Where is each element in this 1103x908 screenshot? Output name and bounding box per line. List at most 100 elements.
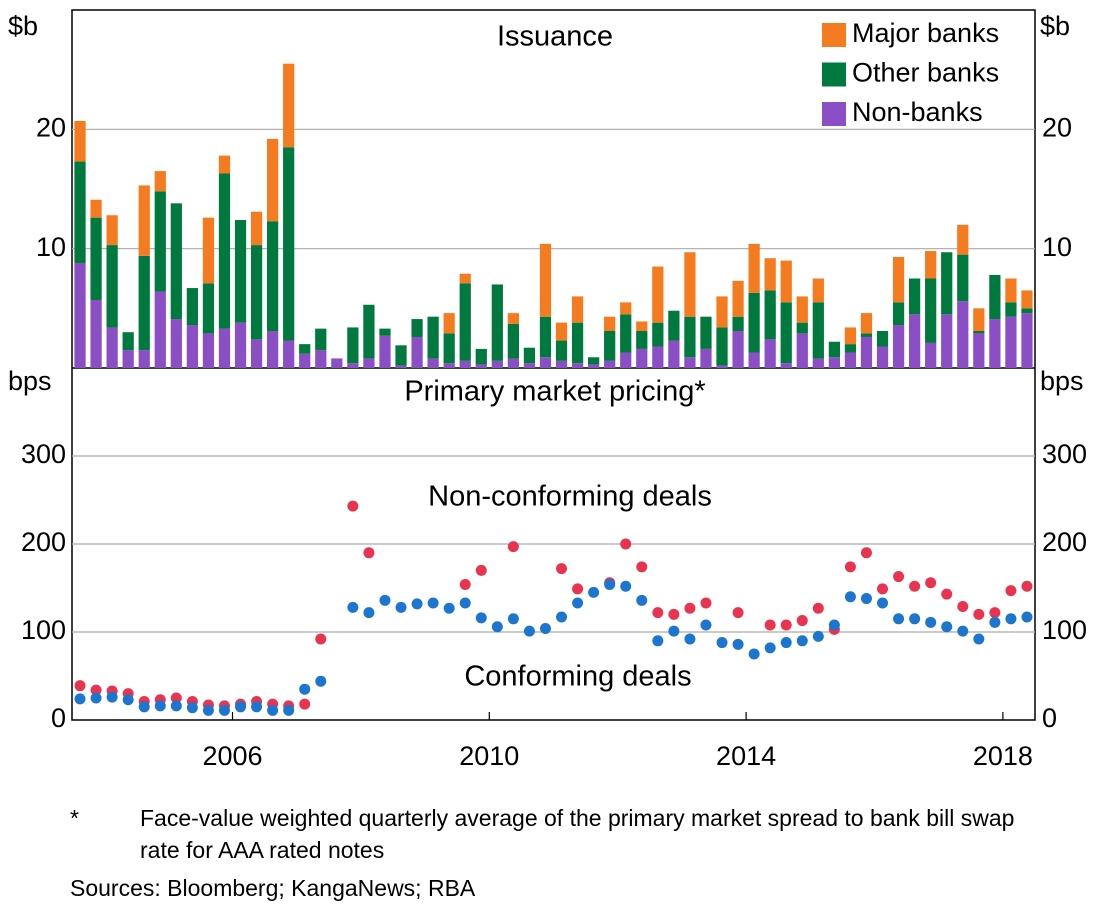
bar-segment (170, 203, 182, 320)
bar-segment (202, 283, 215, 334)
point (893, 571, 905, 583)
bar-segment (732, 316, 744, 332)
bar-segment (507, 358, 519, 368)
bar-segment (941, 314, 953, 368)
point (507, 541, 519, 553)
bar-segment (700, 348, 712, 368)
bar-segment (828, 357, 840, 368)
panel-title: Issuance (497, 21, 613, 53)
bar-segment (523, 363, 536, 368)
bar-segment (844, 344, 857, 353)
bar-segment (604, 316, 616, 332)
bar-segment (539, 357, 552, 368)
bar-segment (234, 322, 247, 368)
bar-segment (411, 319, 423, 337)
bar-segment (684, 316, 696, 358)
bar-segment (74, 120, 86, 162)
point (700, 597, 712, 609)
bar-segment (250, 245, 263, 340)
point (1005, 585, 1017, 597)
point (989, 607, 1001, 619)
bar-segment (860, 313, 873, 334)
bar-segment (491, 360, 503, 368)
y2-tick-label: 300 (1042, 439, 1087, 469)
y-tick-label: 300 (21, 439, 66, 469)
bar-segment (571, 363, 584, 368)
bar-segment (267, 138, 279, 222)
bar-segment (989, 319, 1001, 368)
bar-segment (443, 363, 455, 368)
bar-segment (748, 292, 760, 353)
point (796, 615, 808, 627)
bar-segment (250, 339, 263, 368)
footnote-text: Face-value weighted quarterly average of… (140, 805, 1015, 863)
bar-segment (620, 302, 632, 315)
bar-segment (796, 296, 808, 323)
point (828, 619, 840, 631)
bar-segment (202, 333, 215, 368)
bar-segment (828, 341, 840, 358)
footnote-marker: * (70, 805, 79, 831)
bar-segment (571, 296, 584, 323)
point (572, 597, 584, 609)
legend-swatch (822, 62, 846, 87)
bar-segment (620, 352, 632, 368)
y2-tick-label: 200 (1042, 527, 1087, 557)
point (812, 630, 824, 642)
bar-segment (539, 243, 552, 317)
point (299, 698, 311, 710)
bar-segment (283, 340, 295, 368)
panel-title: Primary market pricing* (404, 376, 705, 408)
bar-segment (668, 340, 680, 368)
y-tick-label: 0 (51, 703, 66, 733)
legend-label: Non-banks (852, 97, 983, 127)
point (556, 611, 568, 623)
bar-segment (1005, 302, 1017, 317)
point (507, 613, 519, 625)
point (925, 577, 937, 589)
point (347, 500, 359, 512)
series-label: Non-conforming deals (428, 481, 712, 513)
bar-segment (780, 363, 792, 368)
bar-segment (780, 260, 792, 303)
point (283, 704, 295, 716)
bar-segment (347, 327, 359, 364)
bar-segment (443, 333, 455, 364)
bar-segment (315, 350, 327, 368)
point (668, 608, 680, 620)
point (620, 538, 632, 550)
bar-segment (588, 357, 600, 365)
bar-segment (363, 304, 375, 359)
y2-tick-label: 20 (1042, 112, 1072, 142)
bar-segment (555, 340, 568, 361)
bar-segment (283, 147, 295, 341)
bar-segment (925, 278, 937, 343)
bar-segment (748, 352, 760, 368)
bar-segment (1021, 290, 1033, 309)
point (395, 601, 407, 613)
x-tick-label: 2018 (973, 741, 1033, 771)
point (732, 638, 744, 650)
point (812, 602, 824, 614)
point (379, 594, 391, 606)
bar-segment (122, 350, 134, 368)
y-axis-label: $b (8, 11, 38, 41)
point (973, 608, 985, 620)
bar-segment (652, 266, 664, 323)
y2-tick-label: 0 (1042, 703, 1057, 733)
bar-segment (989, 274, 1001, 320)
bar-segment (973, 308, 985, 332)
series-label: Conforming deals (464, 661, 691, 693)
bar-segment (844, 352, 857, 368)
point (363, 547, 375, 559)
y2-axis-label: $b (1040, 11, 1070, 41)
point (748, 648, 760, 660)
point (780, 637, 792, 649)
point (299, 683, 311, 695)
y-tick-label: 100 (21, 615, 66, 645)
bar-segment (250, 211, 263, 246)
point (844, 561, 856, 573)
bar-segment (154, 191, 166, 292)
bar-segment (90, 199, 102, 218)
bar-segment (379, 328, 391, 336)
